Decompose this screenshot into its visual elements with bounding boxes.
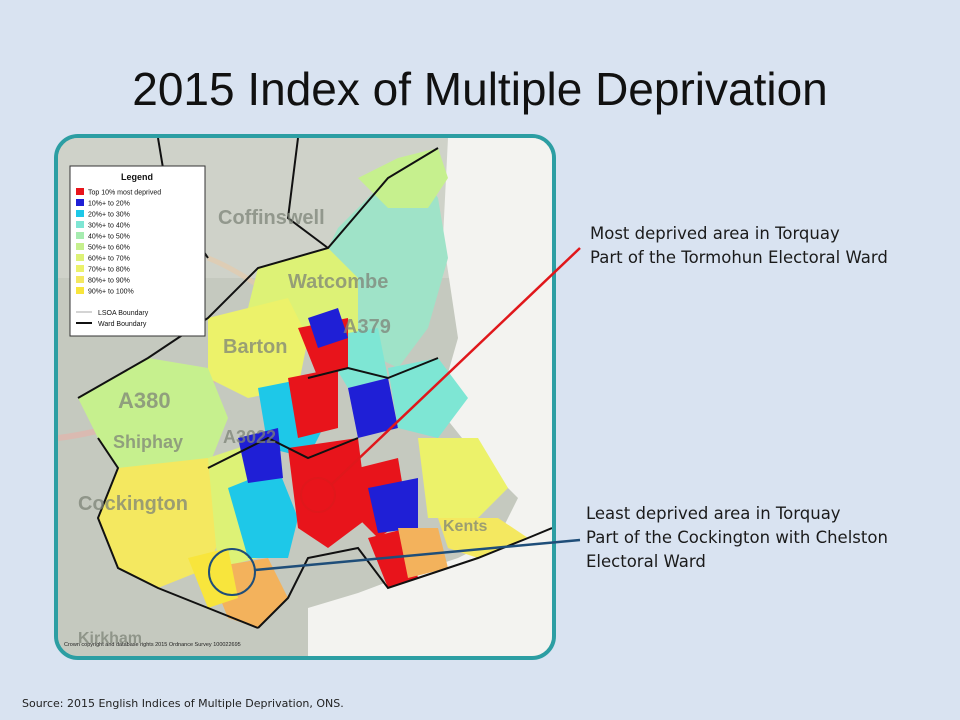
lsoa-area: [208, 298, 308, 398]
legend-item-label: 40%+ to 50%: [88, 234, 130, 241]
legend-title: Legend: [121, 172, 153, 182]
legend-boundary-label: LSOA Boundary: [98, 310, 149, 317]
place-label: Watcombe: [288, 271, 388, 293]
source-note: Source: 2015 English Indices of Multiple…: [22, 697, 344, 710]
place-label: A380: [118, 388, 171, 413]
place-label: Cockington: [78, 493, 188, 515]
map-legend: Legend Top 10% most deprived 10%+ to 20% 2…: [69, 165, 206, 337]
most-deprived-annotation: Most deprived area in Torquay Part of th…: [590, 222, 888, 270]
slide-title: 2015 Index of Multiple Deprivation: [132, 63, 828, 115]
legend-swatch: [76, 188, 84, 195]
legend-swatch: [76, 221, 84, 228]
annotation-line: Part of the Cockington with Chelston: [586, 528, 888, 547]
map-canvas: Coffinswell Barton Watcombe A379 A380 Sh…: [58, 138, 552, 656]
legend-items: Top 10% most deprived 10%+ to 20% 20%+ to …: [76, 188, 161, 296]
place-label: Kents: [443, 518, 488, 535]
legend-item-label: 70%+ to 80%: [88, 267, 130, 274]
place-label: A3022: [223, 427, 276, 447]
legend-item-label: 60%+ to 70%: [88, 256, 130, 263]
lsoa-area: [98, 458, 228, 588]
legend-swatch: [76, 254, 84, 261]
lsoa-area: [368, 478, 418, 533]
legend-item-label: 30%+ to 40%: [88, 223, 130, 230]
lsoa-area: [78, 358, 228, 488]
legend-swatch: [76, 243, 84, 250]
place-label: Kirkham: [78, 630, 142, 647]
legend-item-label: Top 10% most deprived: [88, 190, 161, 197]
legend-swatch: [76, 265, 84, 272]
legend-item-label: 10%+ to 20%: [88, 201, 130, 208]
place-label: Barton: [223, 336, 287, 358]
legend-boundary-label: Ward Boundary: [98, 321, 147, 328]
annotation-line: Part of the Tormohun Electoral Ward: [590, 248, 888, 267]
annotation-line: Electoral Ward: [586, 552, 706, 571]
legend-swatch: [76, 276, 84, 283]
annotation-line: Least deprived area in Torquay: [586, 504, 841, 523]
lsoa-area: [358, 148, 448, 208]
lsoa-area: [228, 468, 298, 558]
legend-swatch: [76, 287, 84, 294]
lsoa-area: [238, 428, 283, 483]
legend-item-label: 90%+ to 100%: [88, 289, 134, 296]
legend-item-label: 20%+ to 30%: [88, 212, 130, 219]
map-copyright: Crown copyright and database rights 2015…: [64, 642, 241, 648]
lsoa-area: [288, 368, 338, 438]
place-label: Shiphay: [113, 432, 183, 452]
legend-swatch: [76, 199, 84, 206]
deprivation-map: Coffinswell Barton Watcombe A379 A380 Sh…: [54, 134, 556, 660]
legend-item-label: 50%+ to 60%: [88, 245, 130, 252]
annotation-line: Most deprived area in Torquay: [590, 224, 840, 243]
least-deprived-annotation: Least deprived area in Torquay Part of t…: [586, 502, 888, 574]
legend-swatch: [76, 232, 84, 239]
legend-item-label: 80%+ to 90%: [88, 278, 130, 285]
place-label: Coffinswell: [218, 207, 325, 229]
legend-swatch: [76, 210, 84, 217]
place-label: A379: [343, 316, 391, 338]
